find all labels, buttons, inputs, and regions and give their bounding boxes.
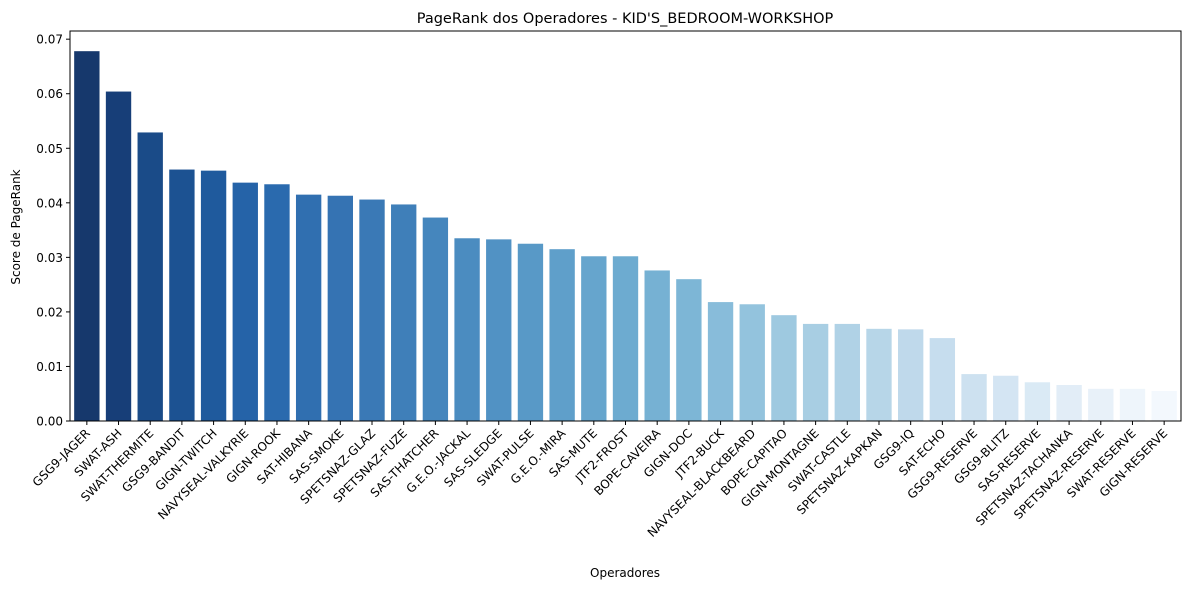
bar [739, 304, 765, 421]
bar [929, 338, 956, 421]
y-tick-label: 0.07 [36, 33, 63, 47]
bar [612, 256, 639, 421]
bar [200, 170, 227, 421]
bar [137, 132, 163, 421]
x-axis: GSG9-JAGERSWAT-ASHSWAT-THERMITEGSG9-BAND… [30, 421, 1170, 540]
bar [391, 204, 417, 421]
chart-title: PageRank dos Operadores - KID'S_BEDROOM-… [417, 11, 834, 27]
bars-layer [74, 51, 1177, 422]
bar [1088, 388, 1114, 421]
bar [327, 195, 353, 421]
bar [359, 199, 385, 421]
bar [1119, 388, 1146, 421]
bar [454, 238, 480, 421]
bar [1024, 382, 1051, 421]
bar [74, 51, 100, 422]
bar [264, 184, 290, 421]
y-tick-label: 0.00 [36, 415, 63, 429]
bar [771, 315, 797, 421]
y-tick-label: 0.01 [36, 360, 63, 374]
y-axis-label: Score de PageRank [9, 169, 23, 284]
bar [422, 217, 449, 421]
bar [581, 256, 607, 421]
y-axis: 0.00 0.01 0.02 0.03 0.04 0.05 0.06 0.07 [36, 33, 70, 429]
bar [517, 243, 544, 421]
bar [993, 375, 1019, 421]
bar [169, 169, 195, 421]
bar [707, 302, 734, 421]
bar [898, 329, 924, 421]
y-tick-label: 0.04 [36, 196, 63, 210]
y-tick-label: 0.03 [36, 251, 63, 265]
bar [105, 91, 132, 422]
bar [961, 374, 987, 421]
bar [866, 328, 892, 421]
bar [486, 239, 512, 421]
bar [549, 249, 575, 421]
y-tick-label: 0.06 [36, 87, 63, 101]
plot-frame [69, 30, 1182, 422]
bar [802, 323, 829, 421]
bar [1151, 391, 1177, 421]
bar [1056, 385, 1082, 421]
bar [834, 323, 860, 421]
y-tick-label: 0.05 [36, 142, 63, 156]
bar [644, 270, 670, 421]
y-tick-label: 0.02 [36, 305, 63, 319]
x-axis-label: Operadores [590, 566, 660, 580]
bar [232, 182, 258, 421]
bar [295, 194, 322, 421]
bar [676, 279, 702, 421]
